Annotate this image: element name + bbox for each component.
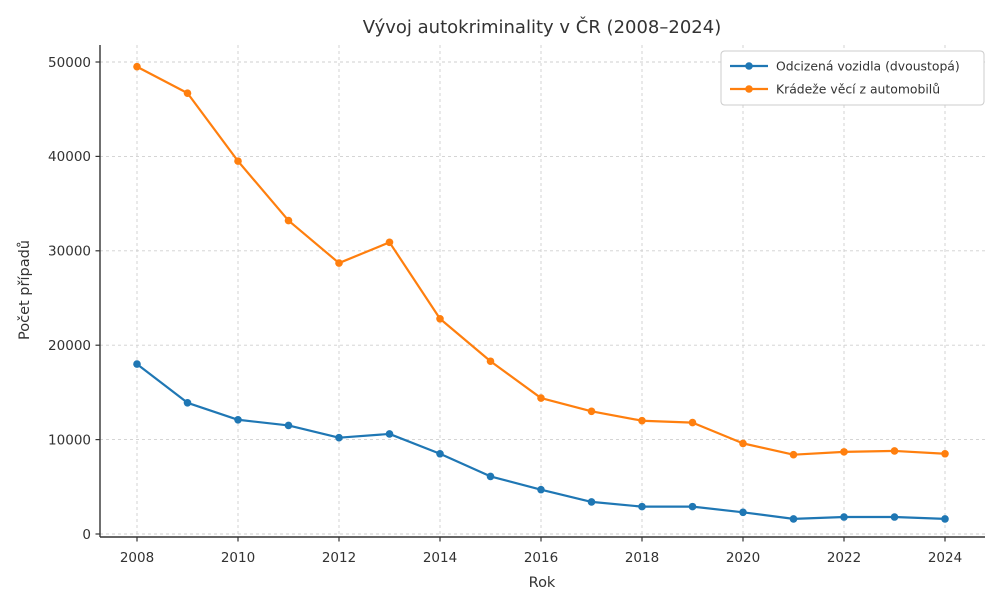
y-tick-label: 20000 [48,338,91,354]
data-point [789,450,798,459]
x-tick-label: 2014 [423,550,457,566]
x-tick-label: 2018 [625,550,659,566]
data-point [385,238,394,247]
x-axis-label: Rok [529,575,556,591]
data-point [133,360,141,368]
data-point [789,515,798,523]
data-point [234,415,242,424]
data-point [537,394,545,402]
chart-title: Vývoj autokriminality v ČR (2008–2024) [363,16,721,38]
gridlines [100,45,985,537]
data-point [840,513,848,521]
legend-box [720,50,985,106]
data-point [941,515,949,523]
data-point [436,449,444,458]
data-point [335,433,343,442]
data-point [587,498,596,506]
data-point [133,62,141,71]
data-point [840,448,848,456]
y-axis-label: Počet případů [17,240,33,340]
x-tick-label: 2010 [221,550,255,566]
legend: Odcizená vozidla (dvoustopá) Krádeže věcí… [720,50,985,106]
axes: 0 10000 20000 30000 40000 50000 2008 2010 2012 20… [48,45,985,566]
y-tick-label: 40000 [48,149,91,165]
x-tick-label: 2016 [524,550,558,566]
x-tick-label: 2008 [120,550,154,566]
y-tick-label: 10000 [48,432,91,448]
data-point [890,447,899,455]
legend-swatch-marker [745,62,753,70]
data-series [133,62,949,523]
data-point [688,502,697,511]
data-point [436,314,444,323]
data-point [941,449,949,458]
data-point [486,472,495,481]
data-point [688,418,697,427]
x-tick-label: 2024 [928,550,962,566]
data-point [486,357,495,366]
data-point [183,398,192,407]
legend-swatch-marker [745,85,753,93]
y-tick-label: 30000 [48,244,91,260]
x-tick-label: 2022 [827,550,861,566]
y-tick-label: 50000 [48,55,91,71]
data-point [335,259,343,267]
data-point [739,508,747,517]
data-point [638,502,646,511]
data-point [284,216,293,225]
data-point [385,430,394,438]
data-point [587,407,596,416]
data-point [234,157,242,165]
data-point [183,89,192,97]
data-point [739,439,747,448]
y-tick-label: 0 [82,527,91,543]
x-tick-label: 2020 [726,550,760,566]
data-point [284,421,293,430]
data-point [890,513,899,521]
legend-item-label: Krádeže věcí z automobilů [776,81,940,96]
legend-item-label: Odcizená vozidla (dvoustopá) [776,58,960,73]
data-point [537,485,545,494]
data-point [638,416,646,425]
x-tick-label: 2012 [322,550,356,566]
